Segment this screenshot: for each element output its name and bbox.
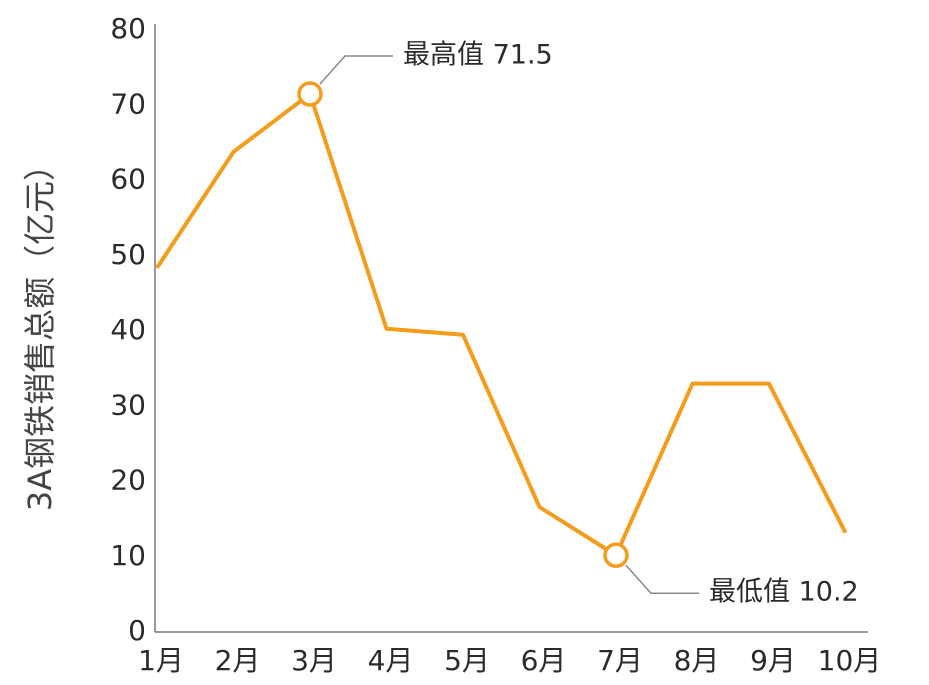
marker — [297, 81, 323, 107]
x-tick-label: 1月 — [138, 644, 184, 677]
y-tick-label: 50 — [110, 238, 146, 271]
y-tick-label: 70 — [110, 87, 146, 120]
x-tick-label: 8月 — [674, 644, 720, 677]
x-tick-label: 10月 — [818, 644, 882, 677]
x-tick-label: 7月 — [597, 644, 643, 677]
annotation: 最高值 71.5 — [403, 39, 553, 70]
y-tick-label: 80 — [110, 12, 146, 45]
x-tick-label: 3月 — [291, 644, 337, 677]
y-tick-label: 40 — [110, 313, 146, 346]
x-tick-label: 6月 — [521, 644, 567, 677]
marker — [603, 542, 629, 568]
y-axis-label: 3A钢铁销售总额（亿元） — [21, 149, 59, 511]
y-tick-label: 10 — [110, 539, 146, 572]
line — [155, 91, 848, 558]
x-tick-label: 5月 — [444, 644, 490, 677]
annotation: 最低值 10.2 — [709, 577, 859, 608]
y-tick-label: 20 — [110, 464, 146, 497]
x-tick-label: 9月 — [750, 644, 796, 677]
x-tick-label: 4月 — [368, 644, 414, 677]
y-tick-label: 60 — [110, 163, 146, 196]
x-tick-label: 2月 — [215, 644, 261, 677]
y-tick-label: 0 — [128, 614, 146, 647]
annotation-leader — [319, 55, 393, 85]
y-tick-label: 30 — [110, 388, 146, 421]
annotation-leader — [625, 564, 699, 594]
